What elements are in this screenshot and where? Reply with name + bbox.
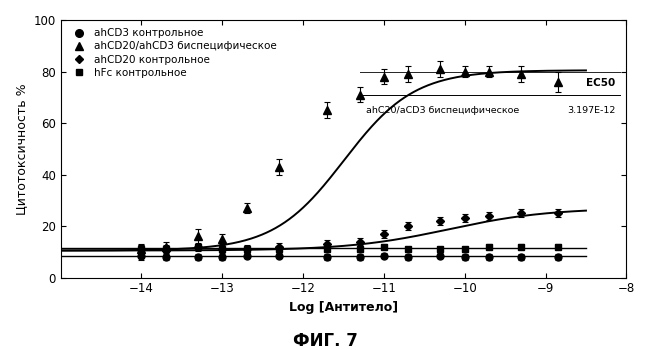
X-axis label: Log [Антитело]: Log [Антитело]	[289, 301, 398, 314]
Y-axis label: Цитотоксичность %: Цитотоксичность %	[15, 83, 28, 215]
Text: ФИГ. 7: ФИГ. 7	[292, 332, 358, 350]
Legend: ahCD3 контрольное, ahCD20/ahCD3 биспецифическое, ahCD20 контрольное, hFc контрол: ahCD3 контрольное, ahCD20/ahCD3 биспециф…	[66, 25, 280, 81]
